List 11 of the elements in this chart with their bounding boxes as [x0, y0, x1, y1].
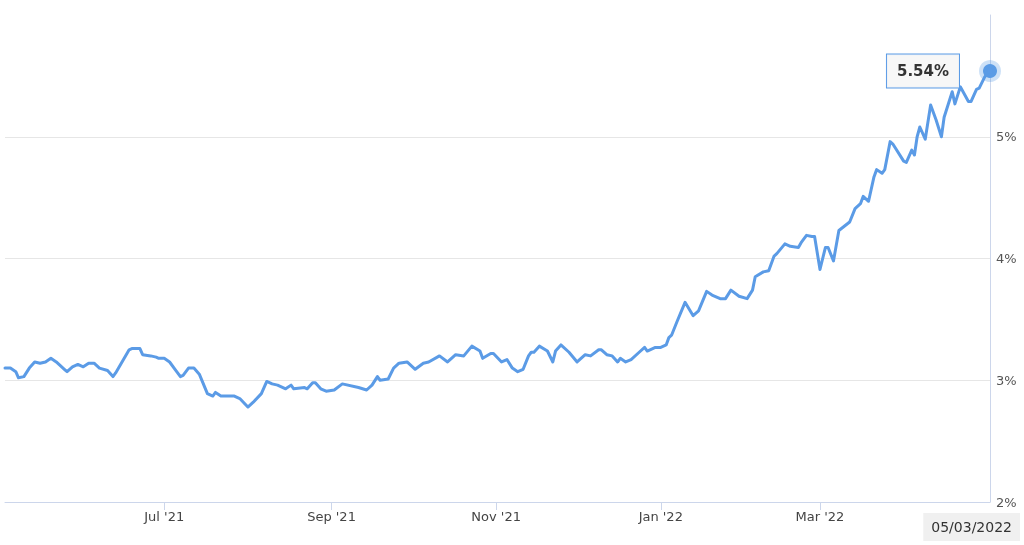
- x-tick-label: Sep '21: [307, 509, 356, 524]
- x-tick-label: Nov '21: [471, 509, 521, 524]
- y-tick-label: 2%: [996, 494, 1017, 510]
- x-tick-label: Jan '22: [637, 509, 683, 524]
- y-tick-label: 5%: [996, 129, 1017, 145]
- x-tick-label: Jul '21: [143, 509, 185, 524]
- y-tick-label: 3%: [996, 372, 1017, 388]
- y-tick-label: 4%: [996, 251, 1017, 266]
- annotation: 5.54%: [896, 62, 949, 80]
- text: 05/03/2022: [931, 519, 1013, 535]
- x-tick-label: Mar '22: [795, 509, 845, 524]
